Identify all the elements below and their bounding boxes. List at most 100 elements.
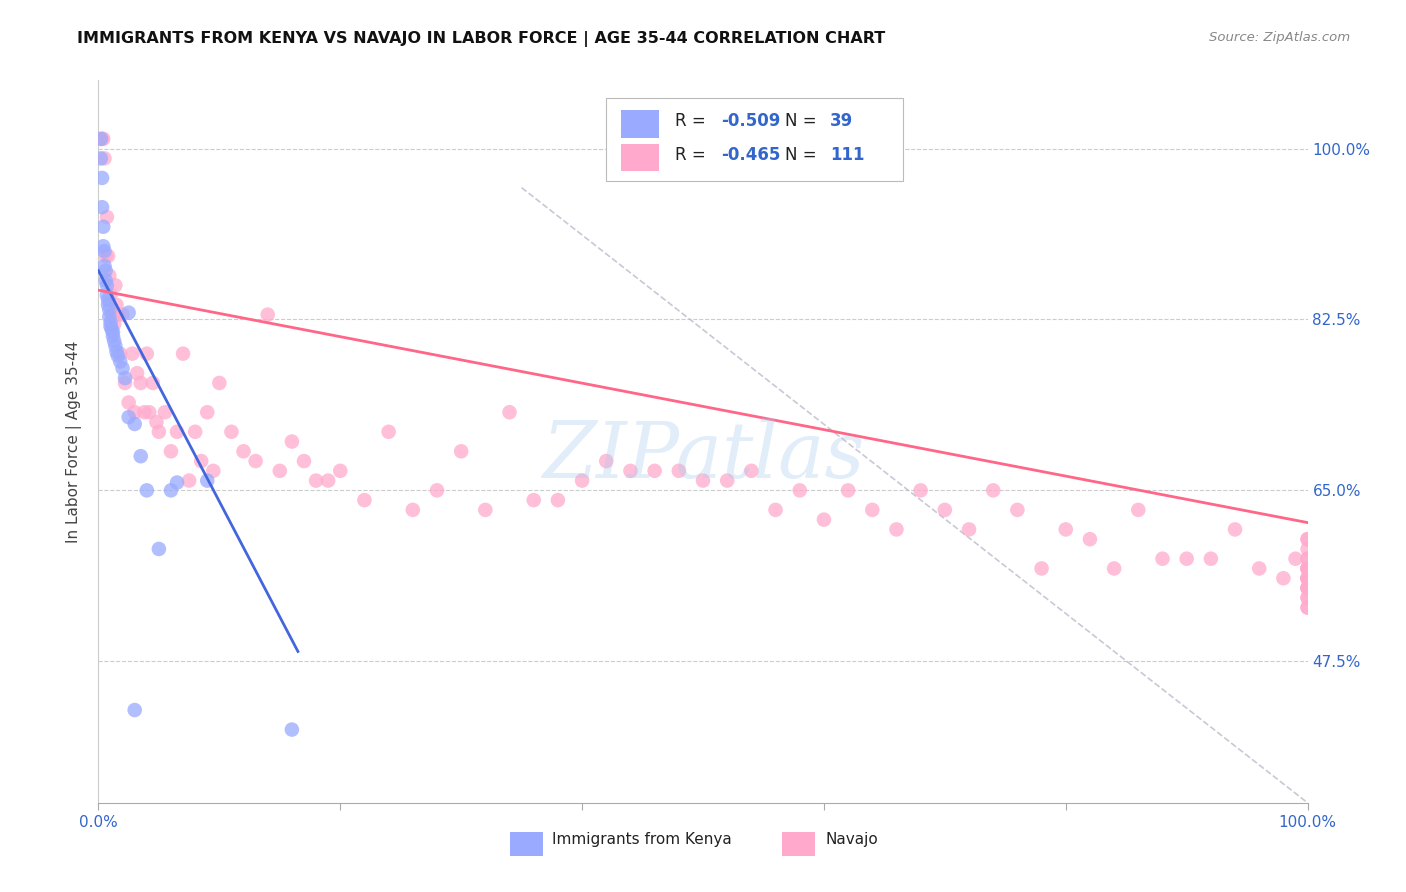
- Point: [316, 474, 339, 488]
- Point: [402, 503, 425, 517]
- Point: [329, 464, 352, 478]
- Point: [101, 325, 124, 339]
- Point: [1031, 561, 1053, 575]
- Point: [1296, 581, 1319, 595]
- Point: [1102, 561, 1125, 575]
- Point: [202, 464, 225, 478]
- Point: [96, 278, 118, 293]
- Point: [1296, 571, 1319, 585]
- Point: [644, 464, 666, 478]
- Point: [97, 293, 120, 307]
- Point: [101, 308, 124, 322]
- Point: [281, 434, 304, 449]
- Point: [153, 405, 176, 419]
- Point: [1296, 551, 1319, 566]
- Point: [91, 170, 114, 185]
- Point: [1152, 551, 1174, 566]
- Point: [111, 361, 134, 376]
- Point: [108, 346, 131, 360]
- Point: [716, 474, 738, 488]
- FancyBboxPatch shape: [621, 111, 659, 138]
- Point: [148, 541, 170, 556]
- Point: [377, 425, 399, 439]
- Point: [91, 239, 114, 253]
- Point: [97, 298, 120, 312]
- Point: [269, 464, 291, 478]
- Point: [93, 152, 115, 166]
- Point: [172, 346, 194, 360]
- Point: [124, 405, 146, 419]
- Text: ZIPatlas: ZIPatlas: [541, 417, 865, 494]
- Text: Source: ZipAtlas.com: Source: ZipAtlas.com: [1209, 31, 1350, 45]
- Point: [1296, 551, 1319, 566]
- Text: 39: 39: [830, 112, 853, 130]
- Point: [118, 410, 141, 425]
- Point: [1175, 551, 1198, 566]
- Point: [96, 210, 118, 224]
- Point: [1078, 532, 1101, 546]
- Point: [135, 346, 157, 360]
- Point: [1199, 551, 1222, 566]
- Point: [595, 454, 617, 468]
- Point: [184, 425, 207, 439]
- Point: [90, 152, 112, 166]
- Point: [93, 259, 115, 273]
- Point: [104, 339, 127, 353]
- Text: Navajo: Navajo: [825, 832, 877, 847]
- Point: [108, 354, 131, 368]
- Point: [118, 306, 141, 320]
- Point: [1223, 523, 1246, 537]
- Point: [90, 132, 112, 146]
- Point: [1296, 532, 1319, 546]
- Point: [1296, 571, 1319, 585]
- Point: [94, 273, 117, 287]
- Point: [91, 200, 114, 214]
- Point: [1054, 523, 1077, 537]
- Point: [142, 376, 165, 390]
- Point: [127, 366, 149, 380]
- Point: [98, 310, 121, 324]
- Point: [1284, 551, 1306, 566]
- Point: [93, 244, 115, 259]
- Text: -0.465: -0.465: [721, 145, 780, 163]
- Point: [1272, 571, 1295, 585]
- Text: N =: N =: [785, 145, 823, 163]
- Point: [232, 444, 254, 458]
- Point: [1296, 581, 1319, 595]
- Point: [1296, 561, 1319, 575]
- Point: [1296, 591, 1319, 605]
- Point: [96, 288, 118, 302]
- Point: [107, 308, 129, 322]
- Point: [114, 376, 136, 390]
- Point: [256, 308, 278, 322]
- Point: [138, 405, 160, 419]
- Point: [1296, 581, 1319, 595]
- Point: [98, 268, 121, 283]
- Point: [129, 449, 152, 463]
- Text: Immigrants from Kenya: Immigrants from Kenya: [551, 832, 731, 847]
- Point: [97, 249, 120, 263]
- Point: [107, 349, 129, 363]
- Point: [190, 454, 212, 468]
- Point: [886, 523, 908, 537]
- Point: [94, 263, 117, 277]
- Point: [104, 278, 127, 293]
- Point: [1296, 532, 1319, 546]
- Point: [103, 318, 125, 332]
- Point: [1128, 503, 1150, 517]
- Point: [1296, 541, 1319, 556]
- Text: R =: R =: [675, 112, 711, 130]
- Text: 111: 111: [830, 145, 865, 163]
- Point: [105, 344, 128, 359]
- Point: [195, 474, 218, 488]
- Y-axis label: In Labor Force | Age 35-44: In Labor Force | Age 35-44: [66, 341, 83, 542]
- Point: [474, 503, 496, 517]
- Point: [134, 405, 156, 419]
- Point: [1296, 561, 1319, 575]
- Point: [124, 417, 146, 431]
- Point: [100, 308, 122, 322]
- Point: [692, 474, 714, 488]
- FancyBboxPatch shape: [621, 144, 659, 171]
- Point: [179, 474, 201, 488]
- Point: [1007, 503, 1029, 517]
